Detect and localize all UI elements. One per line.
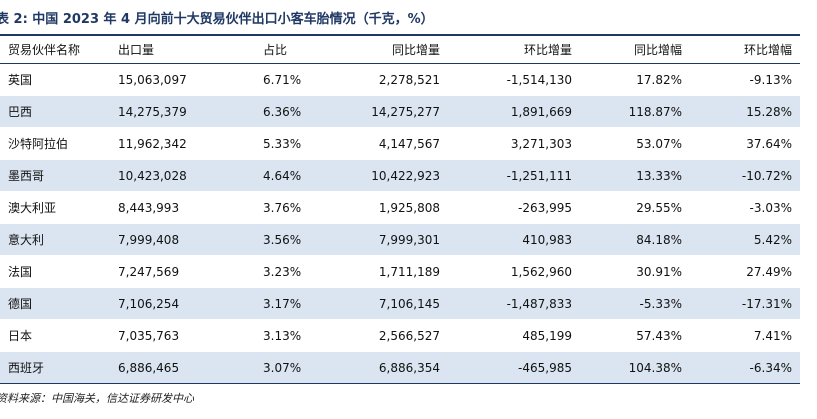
table-row: 法国 7,247,569 3.23% 1,711,189 1,562,960 30.91%… bbox=[0, 255, 800, 288]
table-row: 澳大利亚 8,443,993 3.76% 1,925,808 -263,995 29.55… bbox=[0, 191, 800, 224]
table-cell: 17.82% bbox=[580, 63, 690, 96]
table-cell: 53.07% bbox=[580, 127, 690, 160]
table-cell: 5.42% bbox=[690, 223, 800, 256]
table-cell: 德国 bbox=[0, 287, 110, 320]
table-cell: 57.43% bbox=[580, 319, 690, 352]
table-cell: 15,063,097 bbox=[110, 63, 255, 96]
table-cell: 3.56% bbox=[255, 223, 355, 256]
header-cell: 环比增量 bbox=[448, 34, 580, 64]
table-cell: 英国 bbox=[0, 63, 110, 96]
table-cell: 118.87% bbox=[580, 95, 690, 128]
header-cell: 同比增幅 bbox=[580, 34, 690, 64]
table-cell: 7,999,301 bbox=[355, 223, 448, 256]
table-cell: 3.07% bbox=[255, 351, 355, 384]
table-cell: 1,711,189 bbox=[355, 255, 448, 288]
table-cell: 6,886,354 bbox=[355, 351, 448, 384]
table-cell: 6,886,465 bbox=[110, 351, 255, 384]
table-cell: 27.49% bbox=[690, 255, 800, 288]
header-cell: 同比增量 bbox=[355, 34, 448, 64]
table-row: 巴西 14,275,379 6.36% 14,275,277 1,891,669 118.… bbox=[0, 95, 800, 128]
table-cell: -6.34% bbox=[690, 351, 800, 384]
table-cell: 3.17% bbox=[255, 287, 355, 320]
table-cell: 3.23% bbox=[255, 255, 355, 288]
table-title: 表 2: 中国 2023 年 4 月向前十大贸易伙伴出口小客车胎情况（千克，%） bbox=[0, 12, 434, 27]
table-cell: 3,271,303 bbox=[448, 127, 580, 160]
table-cell: -10.72% bbox=[690, 159, 800, 192]
table-cell: 3.13% bbox=[255, 319, 355, 352]
table-cell: -9.13% bbox=[690, 63, 800, 96]
table-cell: 30.91% bbox=[580, 255, 690, 288]
table-cell: 2,566,527 bbox=[355, 319, 448, 352]
table-cell: -3.03% bbox=[690, 191, 800, 224]
table-row: 西班牙 6,886,465 3.07% 6,886,354 -465,985 104.38… bbox=[0, 351, 800, 384]
table-cell: 西班牙 bbox=[0, 351, 110, 384]
table-cell: -1,251,111 bbox=[448, 159, 580, 192]
table-cell: 10,422,923 bbox=[355, 159, 448, 192]
table-cell: 8,443,993 bbox=[110, 191, 255, 224]
table-row: 意大利 7,999,408 3.56% 7,999,301 410,983 84.18% 5… bbox=[0, 223, 800, 256]
table-cell: 意大利 bbox=[0, 223, 110, 256]
table-cell: 13.33% bbox=[580, 159, 690, 192]
data-table: 贸易伙伴名称 出口量 占比 同比增量 环比增量 同比增幅 环比增幅 英国 15,063,097… bbox=[0, 34, 800, 384]
table-cell: 巴西 bbox=[0, 95, 110, 128]
table-cell: 日本 bbox=[0, 319, 110, 352]
table-cell: -1,487,833 bbox=[448, 287, 580, 320]
table-cell: 7,999,408 bbox=[110, 223, 255, 256]
table-cell: 6.71% bbox=[255, 63, 355, 96]
table-cell: -17.31% bbox=[690, 287, 800, 320]
source-note: 资料来源：中国海关，信达证券研发中心 bbox=[0, 392, 194, 405]
table-cell: 7.41% bbox=[690, 319, 800, 352]
table-cell: -263,995 bbox=[448, 191, 580, 224]
table-cell: -1,514,130 bbox=[448, 63, 580, 96]
table-row: 日本 7,035,763 3.13% 2,566,527 485,199 57.43% 7.… bbox=[0, 319, 800, 352]
table-cell: 15.28% bbox=[690, 95, 800, 128]
table-cell: 1,891,669 bbox=[448, 95, 580, 128]
table-cell: 14,275,277 bbox=[355, 95, 448, 128]
table-cell: 法国 bbox=[0, 255, 110, 288]
table-cell: 6.36% bbox=[255, 95, 355, 128]
table-cell: 4.64% bbox=[255, 159, 355, 192]
table-cell: 29.55% bbox=[580, 191, 690, 224]
table-cell: 7,106,254 bbox=[110, 287, 255, 320]
header-row: 贸易伙伴名称 出口量 占比 同比增量 环比增量 同比增幅 环比增幅 bbox=[0, 34, 800, 64]
table-cell: 2,278,521 bbox=[355, 63, 448, 96]
table-cell: 1,562,960 bbox=[448, 255, 580, 288]
table-cell: 14,275,379 bbox=[110, 95, 255, 128]
table-cell: 澳大利亚 bbox=[0, 191, 110, 224]
table-cell: 沙特阿拉伯 bbox=[0, 127, 110, 160]
table-cell: 104.38% bbox=[580, 351, 690, 384]
header-cell: 贸易伙伴名称 bbox=[0, 34, 110, 64]
table-row: 沙特阿拉伯 11,962,342 5.33% 4,147,567 3,271,303 53… bbox=[0, 127, 800, 160]
table-row: 德国 7,106,254 3.17% 7,106,145 -1,487,833 -5.33… bbox=[0, 287, 800, 320]
table-cell: 3.76% bbox=[255, 191, 355, 224]
table-cell: -5.33% bbox=[580, 287, 690, 320]
table-cell: -465,985 bbox=[448, 351, 580, 384]
table-cell: 10,423,028 bbox=[110, 159, 255, 192]
header-cell: 出口量 bbox=[110, 34, 255, 64]
table-cell: 7,035,763 bbox=[110, 319, 255, 352]
table-cell: 4,147,567 bbox=[355, 127, 448, 160]
table-cell: 37.64% bbox=[690, 127, 800, 160]
table-row: 英国 15,063,097 6.71% 2,278,521 -1,514,130 17.8… bbox=[0, 63, 800, 96]
table-cell: 5.33% bbox=[255, 127, 355, 160]
table-cell: 11,962,342 bbox=[110, 127, 255, 160]
header-cell: 占比 bbox=[255, 34, 355, 64]
table-cell: 485,199 bbox=[448, 319, 580, 352]
table-cell: 7,106,145 bbox=[355, 287, 448, 320]
header-cell: 环比增幅 bbox=[690, 34, 800, 64]
table-cell: 410,983 bbox=[448, 223, 580, 256]
table-cell: 7,247,569 bbox=[110, 255, 255, 288]
table-row: 墨西哥 10,423,028 4.64% 10,422,923 -1,251,111 13… bbox=[0, 159, 800, 192]
table-cell: 84.18% bbox=[580, 223, 690, 256]
table-cell: 1,925,808 bbox=[355, 191, 448, 224]
table-cell: 墨西哥 bbox=[0, 159, 110, 192]
